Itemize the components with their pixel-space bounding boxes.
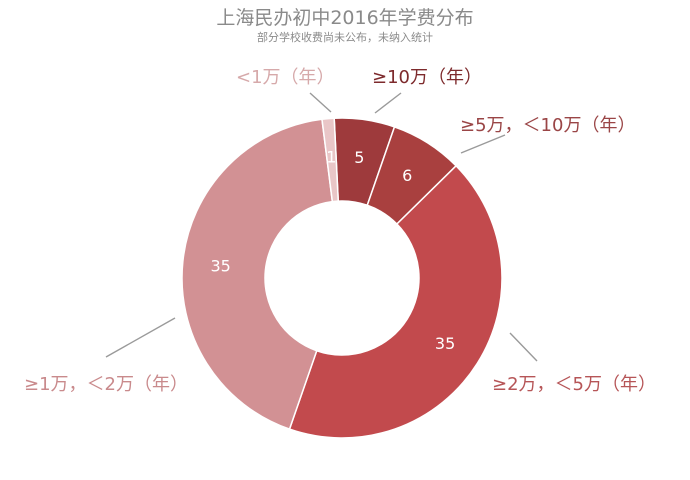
slices-layer: [181, 117, 503, 439]
slice-category-label: ≥10万（年）: [372, 67, 482, 88]
slice-category-label: ≥5万，＜10万（年）: [460, 115, 635, 136]
donut-slice: [181, 118, 334, 431]
slice-value-label: 1: [326, 147, 336, 166]
donut-slice: [288, 164, 503, 439]
chart-title: 上海民办初中2016年学费分布: [216, 7, 473, 29]
leader-lines-layer: [105, 92, 538, 362]
slice-value-label: 6: [402, 166, 412, 185]
value-labels-layer: 5 6 35 35 1: [210, 147, 455, 353]
category-labels-layer: ≥10万（年） ≥5万，＜10万（年） ≥2万，＜5万（年） ≥1万，＜2万（年） <1…: [24, 67, 656, 395]
slice-value-label: 35: [435, 334, 455, 353]
leader-line: [374, 92, 402, 114]
leader-line: [309, 92, 332, 113]
slice-category-label: ≥1万，＜2万（年）: [24, 374, 188, 395]
slice-category-label: <1万（年）: [236, 67, 335, 88]
donut-slice: [321, 117, 340, 203]
leader-line: [509, 332, 538, 362]
slice-value-label: 35: [210, 256, 230, 275]
slice-value-label: 5: [354, 148, 364, 167]
chart-subtitle: 部分学校收费尚未公布，未纳入统计: [257, 30, 433, 44]
leader-line: [460, 134, 506, 154]
leader-line: [105, 317, 176, 358]
slice-category-label: ≥2万，＜5万（年）: [492, 374, 656, 395]
